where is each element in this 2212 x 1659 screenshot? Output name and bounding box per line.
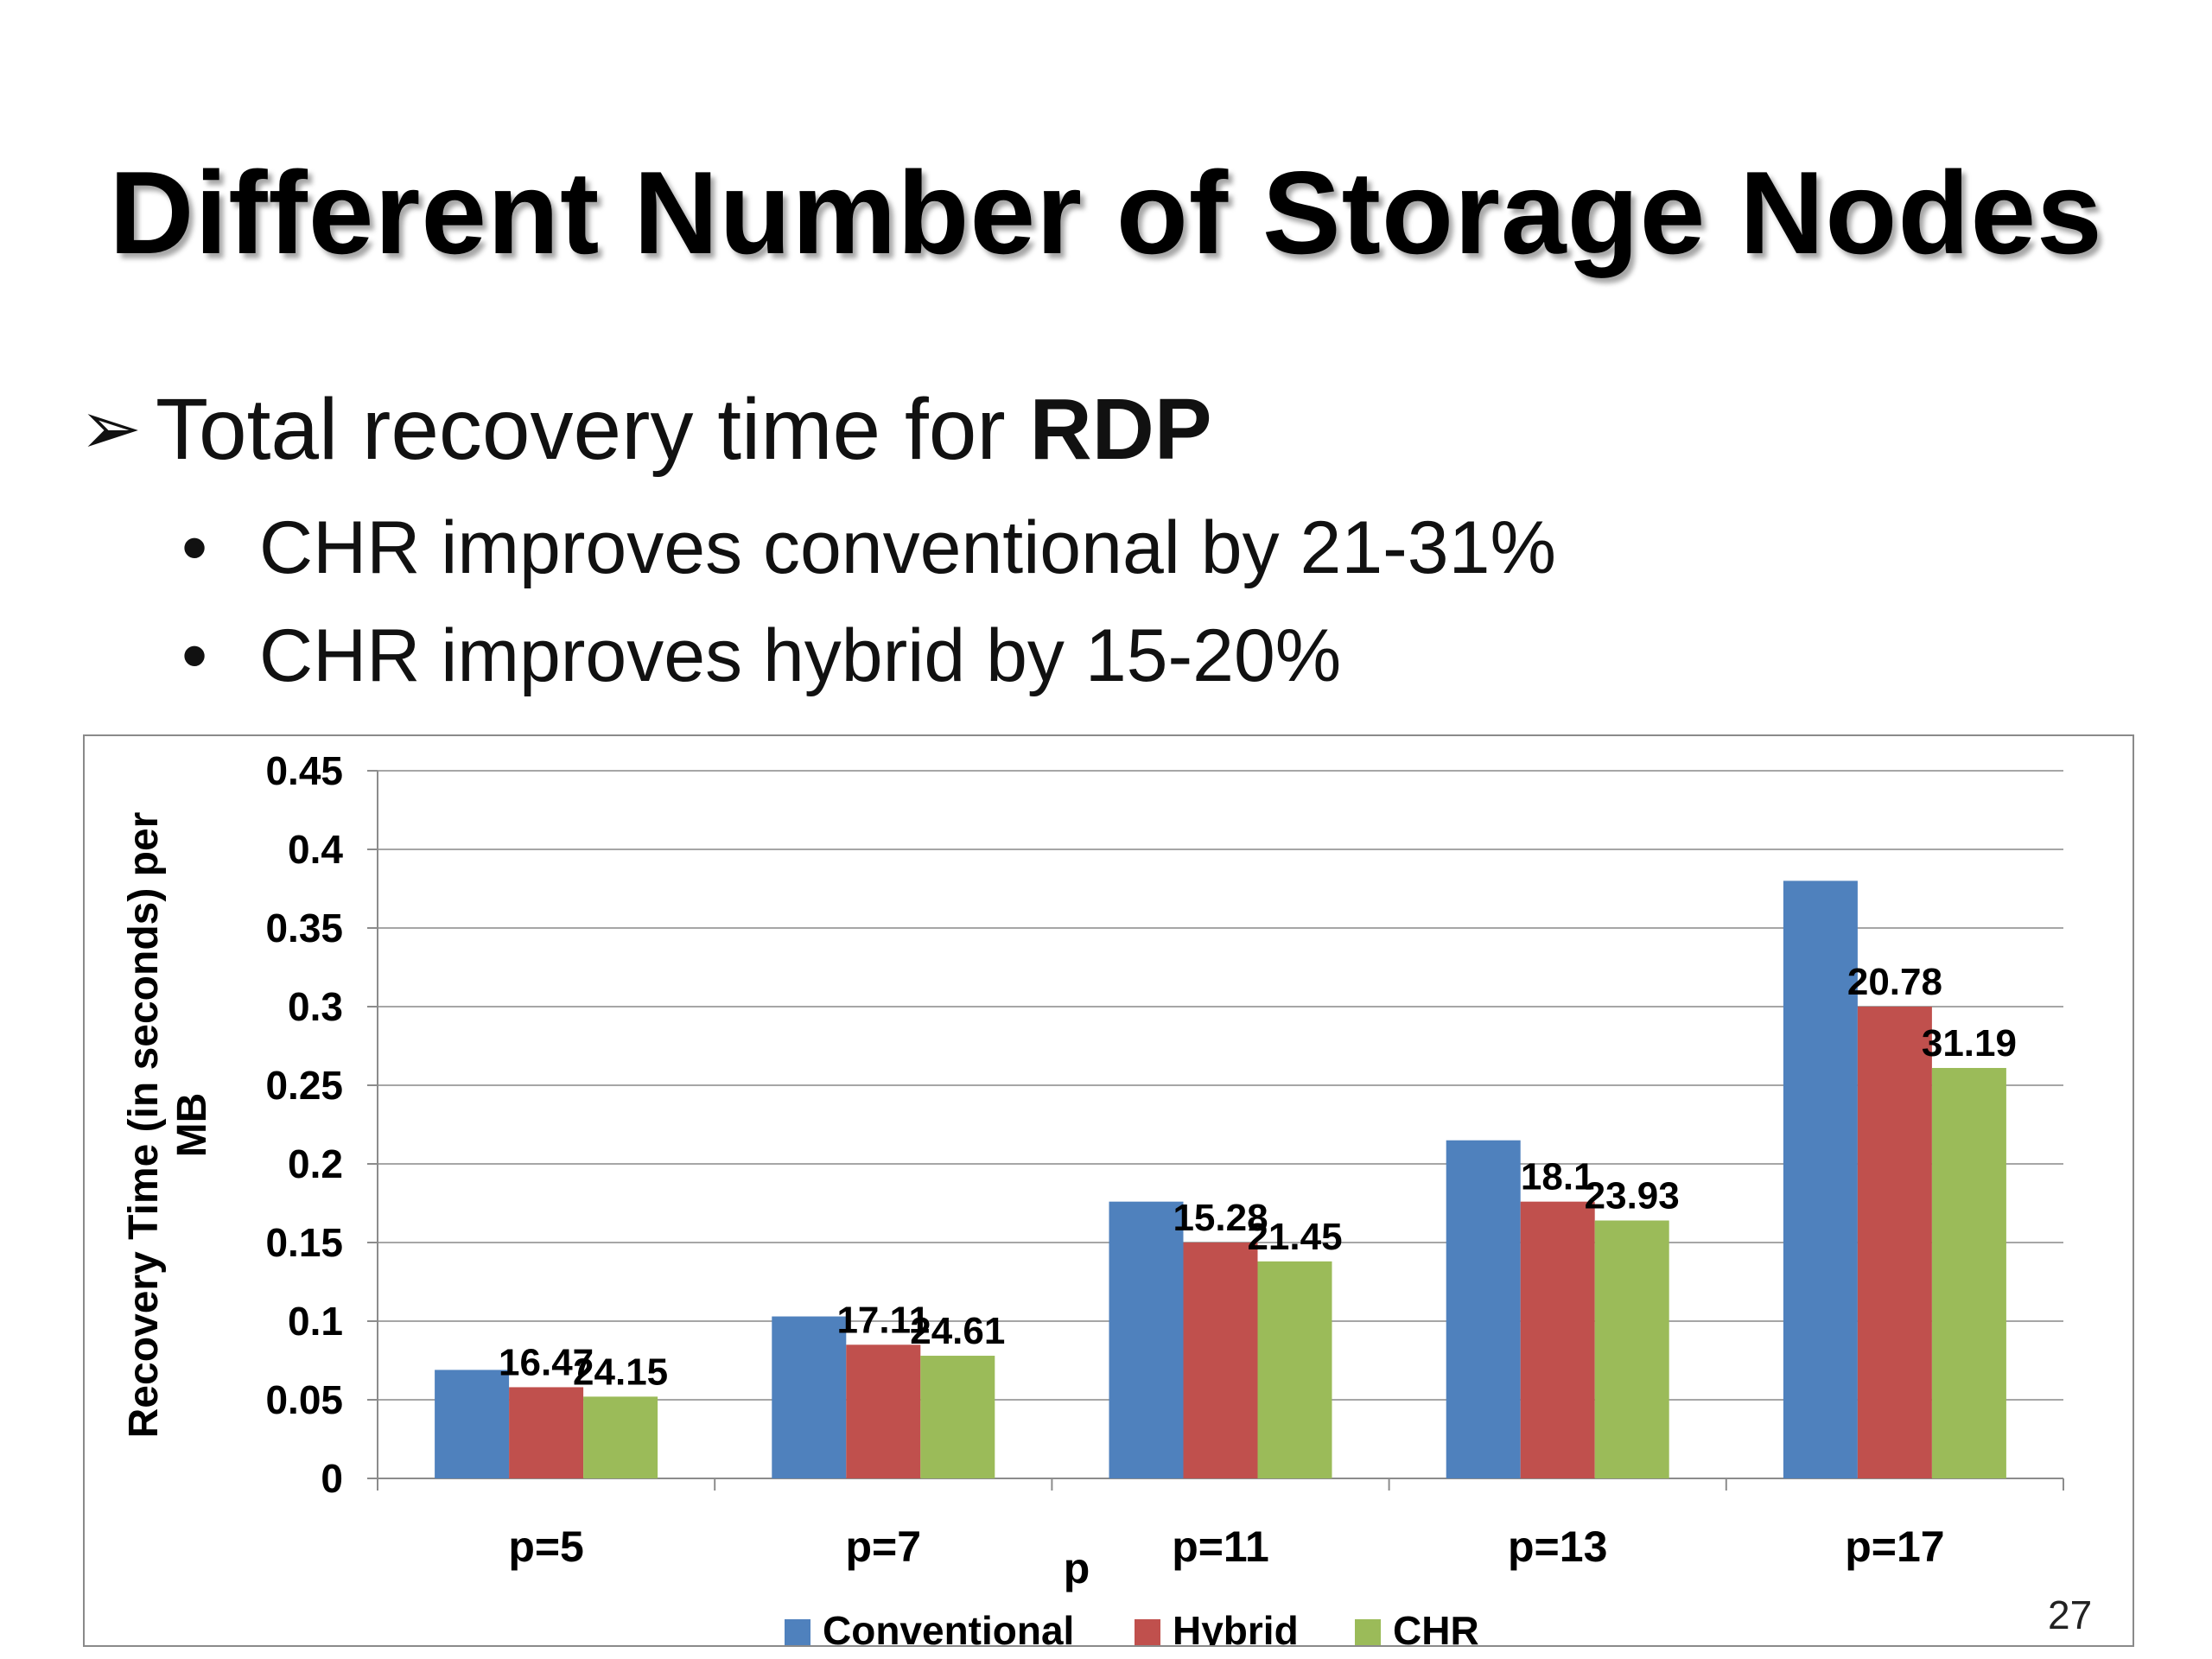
sub-bullet-1: • CHR improves conventional by 21-31% <box>181 505 1556 591</box>
main-bullet-bold: RDP <box>1029 381 1212 478</box>
legend-label: Conventional <box>823 1608 1074 1645</box>
arrow-bullet-icon: ➢ <box>79 387 143 470</box>
data-label: 24.15 <box>573 1351 668 1393</box>
x-tick-label: p=13 <box>1508 1522 1607 1571</box>
bar-chr <box>583 1396 658 1478</box>
chart-frame: 0 0.05 0.1 0.15 0.2 0.25 0.3 0.35 0.4 0.45 p=5 16.4… <box>83 734 2134 1647</box>
data-label: 24.61 <box>910 1310 1005 1352</box>
legend-swatch <box>785 1619 810 1645</box>
y-tick-label: 0 <box>321 1456 343 1501</box>
x-tick-label: p=17 <box>1845 1522 1944 1571</box>
y-tick-label: 0.2 <box>288 1141 343 1186</box>
bar-conventional <box>1783 880 1858 1478</box>
x-axis-label: p <box>1064 1544 1090 1592</box>
legend-label: CHR <box>1393 1608 1479 1645</box>
bar-hybrid <box>1520 1201 1595 1478</box>
y-tick-label: 0.45 <box>265 748 343 793</box>
y-axis-label: MB <box>169 1093 215 1158</box>
x-tick-label: p=5 <box>508 1522 584 1571</box>
bar-hybrid <box>846 1344 921 1478</box>
bar-hybrid <box>509 1387 584 1478</box>
y-tick-label: 0.3 <box>288 984 343 1029</box>
y-tick-label: 0.25 <box>265 1063 343 1108</box>
data-label: 21.45 <box>1247 1216 1342 1258</box>
data-label: 31.19 <box>1922 1022 2017 1065</box>
bar-chr <box>1594 1220 1669 1478</box>
sub-bullet-text: CHR improves conventional by 21-31% <box>259 506 1556 589</box>
y-axis-label: Recovery Time (in seconds) per <box>121 812 167 1439</box>
sub-bullet-text: CHR improves hybrid by 15-20% <box>259 614 1342 697</box>
x-tick-label: p=11 <box>1172 1522 1269 1571</box>
main-bullet-text: Total recovery time for <box>156 381 1030 478</box>
bar-chr <box>1257 1261 1332 1478</box>
data-label: 20.78 <box>1847 961 1942 1003</box>
slide-title: Different Number of Storage Nodes <box>109 147 2103 278</box>
y-tick-label: 0.1 <box>288 1299 343 1344</box>
bar-hybrid <box>1857 1007 1932 1478</box>
y-tick-label: 0.4 <box>288 827 343 872</box>
bar-hybrid <box>1183 1243 1258 1478</box>
legend-label: Hybrid <box>1173 1608 1299 1645</box>
page-number: 27 <box>2048 1592 2093 1637</box>
data-label: 18.1 <box>1521 1156 1595 1198</box>
bar-chr <box>920 1356 995 1478</box>
legend-swatch <box>1135 1619 1160 1645</box>
bullet-dot-icon: • <box>181 506 208 589</box>
bar-conventional <box>435 1370 510 1478</box>
bar-conventional <box>1446 1140 1521 1478</box>
data-label: 15.28 <box>1173 1197 1268 1239</box>
y-tick-label: 0.05 <box>265 1377 343 1422</box>
bar-chr <box>1931 1067 2006 1478</box>
y-tick-label: 0.15 <box>265 1220 343 1265</box>
bar-conventional <box>1109 1201 1184 1478</box>
bar-conventional <box>772 1316 847 1478</box>
y-tick-label: 0.35 <box>265 906 343 950</box>
x-tick-label: p=7 <box>846 1522 922 1571</box>
bullet-dot-icon: • <box>181 614 208 697</box>
data-label: 16.47 <box>499 1341 594 1383</box>
sub-bullet-2: • CHR improves hybrid by 15-20% <box>181 613 1341 699</box>
legend-swatch <box>1355 1619 1381 1645</box>
data-label: 23.93 <box>1585 1175 1680 1217</box>
main-bullet: ➢ Total recovery time for RDP <box>79 380 1212 480</box>
data-label: 17.11 <box>836 1299 930 1341</box>
bar-chart: 0 0.05 0.1 0.15 0.2 0.25 0.3 0.35 0.4 0.45 p=5 16.4… <box>121 748 2064 1645</box>
